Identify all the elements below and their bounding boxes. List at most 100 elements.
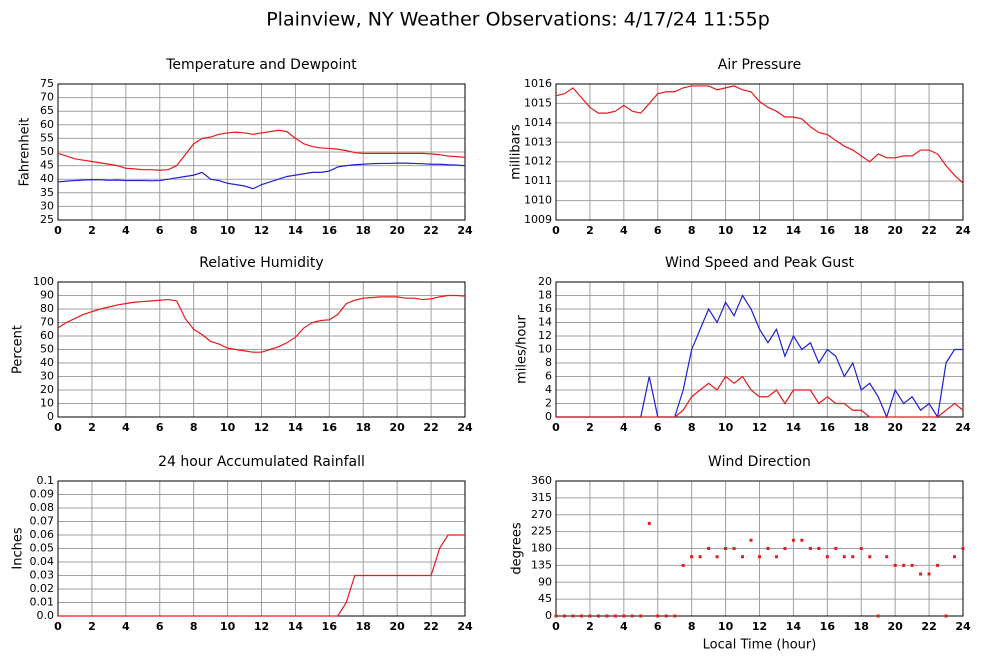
- x-tick-label: 6: [654, 620, 662, 633]
- data-point: [783, 547, 787, 550]
- x-tick-label: 12: [254, 224, 269, 237]
- x-tick-label: 22: [423, 620, 438, 633]
- x-tick-label: 4: [122, 224, 130, 237]
- y-tick-label: 4: [545, 383, 552, 396]
- y-tick-label: 40: [40, 172, 54, 185]
- x-tick-label: 0: [552, 224, 560, 237]
- x-tick-label: 18: [854, 421, 869, 434]
- y-tick-label: 180: [531, 542, 552, 555]
- data-point: [749, 538, 753, 542]
- data-point: [791, 538, 795, 542]
- x-tick-label: 2: [586, 224, 594, 237]
- y-tick-label: 90: [40, 289, 54, 302]
- chart-title: Air Pressure: [718, 57, 801, 73]
- y-tick-label: 0.03: [30, 569, 55, 582]
- y-tick-label: 0.07: [30, 515, 55, 528]
- data-point: [842, 555, 846, 559]
- data-point: [851, 555, 855, 559]
- y-tick-label: 20: [40, 383, 54, 396]
- x-tick-label: 16: [322, 421, 338, 434]
- data-point: [859, 547, 863, 550]
- x-tick-label: 14: [288, 224, 304, 237]
- x-tick-label: 10: [718, 224, 734, 237]
- y-tick-label: 50: [40, 145, 54, 158]
- plot-border: [57, 281, 466, 418]
- y-tick-label: 0: [545, 609, 552, 622]
- y-tick-label: 1015: [524, 96, 552, 109]
- y-tick-label: 80: [40, 302, 54, 315]
- data-point: [605, 614, 609, 618]
- y-tick-label: 30: [40, 370, 54, 383]
- y-tick-label: 1009: [524, 213, 552, 226]
- data-point: [893, 563, 897, 567]
- x-tick-label: 22: [921, 620, 936, 633]
- x-tick-label: 20: [888, 421, 904, 434]
- data-line: [57, 294, 466, 353]
- data-point: [724, 547, 728, 550]
- y-tick-label: 65: [40, 104, 54, 117]
- data-point: [774, 555, 778, 559]
- y-axis-label: Fahrenheit: [18, 118, 33, 187]
- y-tick-label: 0: [545, 410, 552, 423]
- y-tick-label: 8: [545, 356, 552, 369]
- x-tick-label: 18: [854, 224, 869, 237]
- y-tick-label: 0.02: [30, 582, 55, 595]
- data-point: [571, 614, 575, 618]
- y-tick-label: 50: [40, 343, 54, 356]
- data-point: [817, 547, 821, 550]
- x-tick-label: 14: [786, 224, 802, 237]
- x-tick-label: 6: [156, 620, 164, 633]
- data-point: [613, 614, 617, 618]
- x-tick-label: 0: [552, 421, 560, 434]
- data-point: [741, 555, 745, 559]
- data-point: [656, 614, 660, 618]
- data-point: [902, 563, 906, 567]
- x-tick-label: 8: [190, 224, 198, 237]
- x-tick-label: 16: [820, 421, 836, 434]
- data-line: [556, 375, 964, 418]
- data-point: [961, 547, 965, 550]
- x-tick-label: 14: [288, 620, 304, 633]
- x-tick-label: 16: [820, 224, 836, 237]
- x-tick-label: 22: [423, 421, 438, 434]
- x-tick-label: 2: [88, 620, 96, 633]
- y-tick-label: 70: [40, 91, 54, 104]
- x-tick-label: 24: [457, 224, 473, 237]
- x-tick-label: 20: [888, 620, 904, 633]
- data-point: [766, 547, 770, 550]
- data-point: [758, 555, 761, 559]
- y-axis-label: Percent: [11, 325, 26, 374]
- x-tick-label: 0: [54, 224, 62, 237]
- chart-title: 24 hour Accumulated Rainfall: [158, 454, 365, 470]
- y-tick-label: 30: [40, 199, 54, 212]
- y-tick-label: 0.06: [30, 528, 55, 541]
- x-tick-label: 8: [688, 224, 696, 237]
- data-point: [927, 572, 931, 576]
- y-tick-label: 60: [40, 118, 54, 131]
- data-point: [953, 555, 957, 559]
- x-tick-label: 14: [786, 620, 802, 633]
- data-point: [834, 547, 838, 550]
- data-line: [555, 85, 964, 184]
- y-tick-label: 1012: [524, 155, 552, 168]
- x-tick-label: 18: [356, 421, 371, 434]
- y-tick-label: 45: [538, 592, 552, 605]
- x-tick-label: 14: [786, 421, 802, 434]
- data-point: [622, 614, 626, 618]
- y-tick-label: 0.09: [30, 488, 55, 501]
- x-tick-label: 8: [688, 620, 696, 633]
- data-point: [690, 555, 694, 559]
- data-line: [58, 534, 465, 617]
- y-tick-label: 75: [40, 77, 54, 90]
- y-tick-label: 12: [538, 329, 552, 342]
- data-point: [732, 547, 736, 550]
- x-tick-label: 6: [654, 421, 662, 434]
- data-point: [673, 614, 677, 618]
- y-tick-label: 90: [538, 575, 552, 588]
- x-tick-label: 4: [620, 620, 628, 633]
- y-tick-label: 35: [40, 186, 54, 199]
- x-tick-label: 4: [122, 421, 130, 434]
- x-tick-label: 18: [356, 224, 371, 237]
- chart-title: Relative Humidity: [199, 255, 323, 271]
